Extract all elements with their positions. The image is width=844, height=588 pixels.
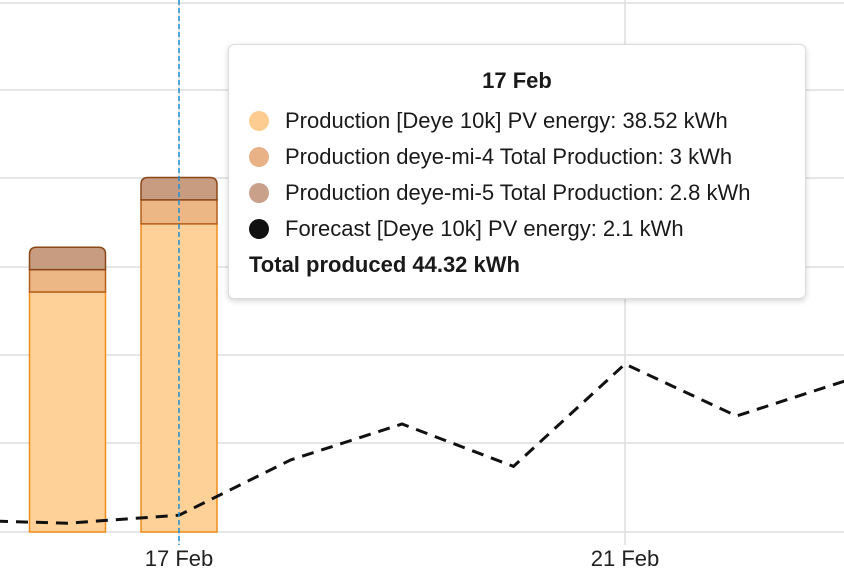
x-tick-label: 17 Feb	[145, 546, 214, 571]
tooltip-row-forecast: Forecast [Deye 10k] PV energy: 2.1 kWh	[249, 211, 785, 247]
tooltip-row-deye10k: Production [Deye 10k] PV energy: 38.52 k…	[249, 103, 785, 139]
forecast-line	[0, 362, 844, 525]
tooltip-row-label: Production deye-mi-4 Total Production: 3…	[285, 144, 733, 169]
legend-dot-mi5	[249, 183, 269, 203]
legend-dot-mi4	[249, 147, 269, 167]
tooltip-title: 17 Feb	[482, 68, 552, 93]
bar-segment-deye10k	[28, 291, 107, 533]
x-axis-ticks: 17 Feb 21 Feb	[145, 546, 660, 571]
x-tick-label: 21 Feb	[591, 546, 660, 571]
bar-segment-mi5	[28, 246, 107, 271]
tooltip-row-label: Production [Deye 10k] PV energy: 38.52 k…	[285, 108, 728, 133]
tooltip-row-mi4: Production deye-mi-4 Total Production: 3…	[249, 139, 785, 175]
legend-dot-forecast	[249, 219, 269, 239]
tooltip-total: Total produced 44.32 kWh	[249, 252, 520, 277]
tooltip-row-label: Production deye-mi-5 Total Production: 2…	[285, 180, 751, 205]
forecast-line-layer	[0, 362, 844, 525]
tooltip-row-mi5: Production deye-mi-5 Total Production: 2…	[249, 175, 785, 211]
legend-dot-deye10k	[249, 111, 269, 131]
bar-segment-mi4	[28, 268, 107, 293]
tooltip-row-label: Forecast [Deye 10k] PV energy: 2.1 kWh	[285, 216, 684, 241]
chart-tooltip: 17 Feb Production [Deye 10k] PV energy: …	[228, 44, 806, 299]
